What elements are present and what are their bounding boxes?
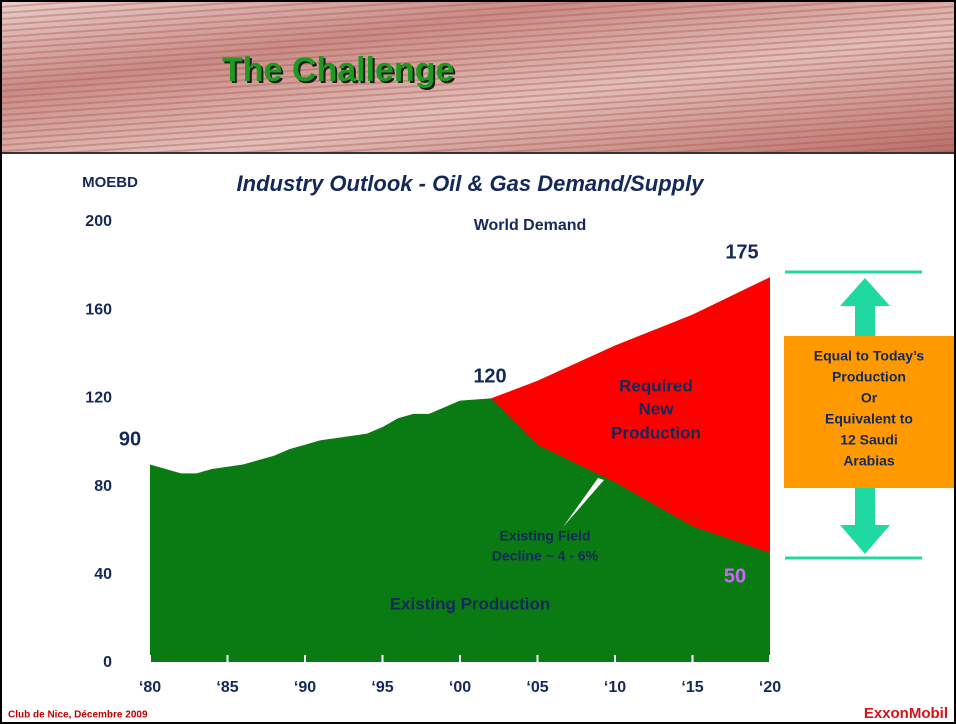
annotation: Decline ~ 4 - 6% [492, 548, 599, 564]
annotation: Existing Field [499, 528, 590, 544]
annotation: 90 [119, 428, 141, 450]
x-tick-label: ‘20 [759, 679, 781, 696]
y-tick-label: 0 [103, 654, 112, 671]
callout-line: Or [861, 390, 878, 406]
plot: 0 40 80 120 160 200 ‘80 ‘85 ‘90 ‘95 ‘00 ‘05 ‘10 ‘15 ‘2… [85, 213, 781, 696]
y-tick-label: 120 [85, 390, 112, 407]
chart-title: Industry Outlook - Oil & Gas Demand/Supp… [237, 171, 706, 196]
annotation: 175 [725, 241, 758, 263]
series-label: Existing Production [390, 594, 551, 613]
annotation: 120 [473, 365, 506, 387]
annotation: 50 [724, 565, 746, 587]
area [150, 398, 770, 663]
footer-left: Club de Nice, Décembre 2009 [8, 710, 148, 721]
x-tick-label: ‘10 [604, 679, 626, 696]
x-tick-label: ‘00 [449, 679, 471, 696]
callout-box [784, 336, 954, 488]
callout-line: Equal to Today’s [814, 348, 925, 364]
callout-text: Equal to Today’s Production Or Equivalent t… [814, 348, 925, 469]
y-tick-label: 40 [94, 566, 112, 583]
annotation: New [639, 399, 675, 418]
x-tick-label: ‘80 [139, 679, 161, 696]
annotation: Required [619, 376, 693, 395]
y-axis-label: MOEBD [82, 174, 138, 191]
x-tick-label: ‘15 [681, 679, 703, 696]
x-tick-label: ‘85 [216, 679, 238, 696]
callout-line: Equivalent to [825, 411, 913, 427]
header-texture [1, 1, 955, 153]
x-tick-label: ‘90 [294, 679, 316, 696]
pointer [588, 268, 658, 330]
callout-line: Arabias [843, 453, 895, 469]
series-label: World Demand [474, 217, 587, 234]
slide-title: The Challenge [222, 51, 454, 89]
x-tick-label: ‘05 [526, 679, 548, 696]
callout-line: 12 Saudi [840, 432, 898, 448]
y-tick-label: 160 [85, 301, 112, 318]
pointer [563, 478, 604, 527]
title-shadow: The Challenge [224, 53, 456, 91]
callout-line: Production [832, 369, 906, 385]
logo: ExxonMobil [864, 705, 948, 722]
y-tick-label: 200 [85, 213, 112, 230]
x-tick-label: ‘95 [371, 679, 393, 696]
annotation: Production [611, 423, 701, 442]
y-tick-label: 80 [94, 478, 112, 495]
